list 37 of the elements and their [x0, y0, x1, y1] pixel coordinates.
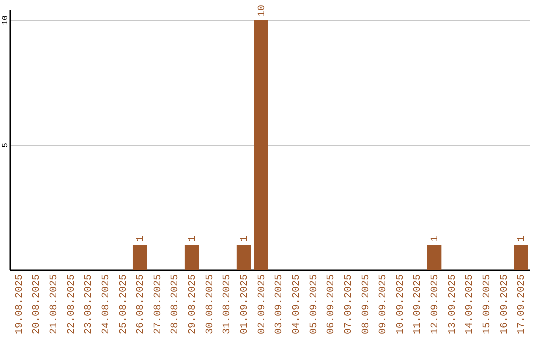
data-label: 1: [430, 236, 442, 242]
data-label: 1: [240, 236, 252, 242]
x-tick-label: 25.08.2025: [118, 274, 130, 335]
x-tick-label: 17.09.2025: [517, 274, 528, 335]
x-tick-label: 11.09.2025: [413, 274, 424, 335]
x-tick-label: 23.08.2025: [84, 274, 96, 335]
x-tick-label: 31.08.2025: [222, 274, 234, 335]
x-tick-label: 04.09.2025: [292, 274, 303, 335]
x-tick-label: 09.09.2025: [378, 274, 390, 335]
data-label: 1: [188, 236, 200, 242]
y-tick-label: 5: [2, 142, 10, 148]
x-tick-label: 24.08.2025: [101, 274, 112, 335]
x-tick-label: 13.09.2025: [448, 274, 459, 335]
x-tick-label: 19.08.2025: [14, 274, 26, 335]
data-label: 10: [257, 4, 268, 17]
x-tick-label: 15.09.2025: [482, 274, 494, 335]
data-label: 1: [517, 236, 528, 242]
x-tick-label: 30.08.2025: [205, 274, 216, 335]
x-tick-label: 28.08.2025: [170, 274, 182, 335]
x-tick-label: 27.08.2025: [153, 274, 164, 335]
x-tick-label: 07.09.2025: [344, 274, 355, 335]
x-tick-label: 14.09.2025: [465, 274, 476, 335]
x-tick-label: 08.09.2025: [361, 274, 372, 335]
x-tick-label: 26.08.2025: [136, 274, 148, 335]
x-tick-label: 12.09.2025: [430, 274, 442, 335]
x-tick-label: 01.09.2025: [240, 274, 252, 335]
x-tick-label: 21.08.2025: [49, 274, 60, 335]
x-tick-label: 06.09.2025: [326, 274, 338, 335]
x-tick-label: 03.09.2025: [274, 274, 286, 335]
x-tick-label: 29.08.2025: [188, 274, 200, 335]
x-tick-label: 10.09.2025: [396, 274, 407, 335]
x-tick-label: 02.09.2025: [257, 274, 268, 335]
x-tick-label: 22.08.2025: [66, 274, 78, 335]
data-label: 1: [136, 236, 148, 242]
x-tick-label: 05.09.2025: [309, 274, 320, 335]
x-tick-label: 20.08.2025: [32, 274, 44, 335]
x-tick-label: 16.09.2025: [500, 274, 511, 335]
